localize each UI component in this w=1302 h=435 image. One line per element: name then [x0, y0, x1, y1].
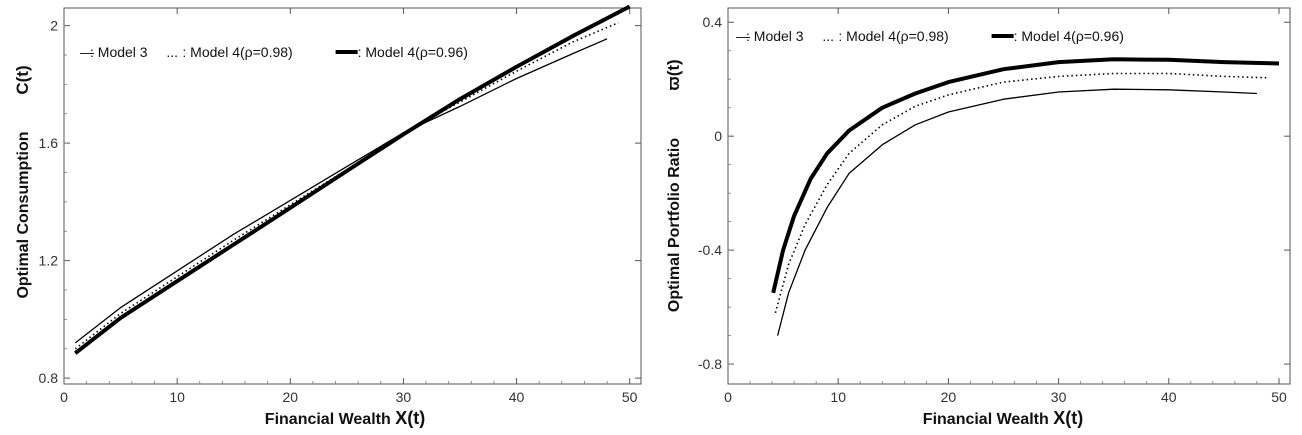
legend-label: : Model 3 [90, 44, 148, 60]
legend-marker-thin: — [80, 44, 94, 60]
legend-entry-thick: : Model 4(ρ=0.96) [991, 28, 1124, 44]
x-tick-label: 10 [830, 389, 846, 405]
y-tick-label: 0.4 [703, 14, 723, 30]
legend-label: : Model 4(ρ=0.98) [838, 28, 948, 44]
legend-entry-thick: : Model 4(ρ=0.96) [335, 44, 468, 60]
y-tick-label: 0.8 [39, 370, 59, 386]
consumption-chart: 0 10 20 30 40 50 0.8 1.2 1.6 2 —: Model 3... : Mode… [13, 4, 642, 428]
series-line-thin [74, 38, 608, 344]
y-tick-label: 1.6 [39, 135, 59, 151]
x-axis-symbol: X(t) [395, 408, 425, 428]
x-tick-label: 40 [509, 389, 525, 405]
series-line-thick [74, 4, 631, 355]
series-line-dotted [774, 72, 1269, 314]
x-tick-label: 10 [169, 389, 185, 405]
legend-entry-thin: —: Model 3 [736, 28, 804, 44]
x-tick-label: 30 [1051, 389, 1067, 405]
x-tick-label: 20 [282, 389, 298, 405]
y-tick-label: 0 [714, 128, 722, 144]
left-chart-panel: 0 10 20 30 40 50 0.8 1.2 1.6 2 —: Model 3... : Mode… [13, 4, 642, 428]
x-tick-label: 40 [1161, 389, 1177, 405]
y-axis-symbol: ϖ(t) [664, 59, 683, 90]
legend-label: : Model 4(ρ=0.96) [1014, 28, 1124, 44]
legend-marker-thin: — [736, 28, 750, 44]
legend-label: : Model 4(ρ=0.98) [182, 44, 292, 60]
legend-marker-dotted: ... [822, 28, 834, 44]
plot-frame [63, 7, 642, 385]
x-axis-symbol: X(t) [1053, 408, 1083, 428]
plot-frame [727, 7, 1291, 385]
legend-entry-thin: —: Model 3 [80, 44, 148, 60]
legend-entry-dotted: ... : Model 4(ρ=0.98) [822, 28, 948, 44]
y-axis-title: Optimal Portfolio Ratio [666, 138, 683, 312]
x-tick-label: 0 [724, 389, 732, 405]
legend-entry-dotted: ... : Model 4(ρ=0.98) [166, 44, 292, 60]
x-axis-title: Financial Wealth X(t) [923, 408, 1083, 428]
y-axis-title: Optimal Consumption [15, 131, 32, 298]
x-axis-title: Financial Wealth X(t) [265, 408, 425, 428]
portfolio-ratio-chart: 0 10 20 30 40 50 -0.8 -0.4 0 0.4 —: Model 3... : Mo… [664, 7, 1291, 428]
y-tick-label: -0.4 [698, 242, 722, 258]
x-tick-label: 0 [60, 389, 68, 405]
x-tick-label: 50 [622, 389, 638, 405]
right-chart-panel: 0 10 20 30 40 50 -0.8 -0.4 0 0.4 —: Model 3... : Mo… [651, 0, 1302, 435]
legend-marker-dotted: ... [166, 44, 178, 60]
y-tick-label: -0.8 [698, 356, 722, 372]
x-tick-label: 20 [941, 389, 957, 405]
x-tick-label: 30 [396, 389, 412, 405]
legend-label: : Model 4(ρ=0.96) [358, 44, 468, 60]
legend-label: : Model 3 [746, 28, 804, 44]
y-axis-symbol: C(t) [13, 65, 32, 94]
y-tick-label: 1.2 [39, 253, 59, 269]
series-line-dotted [74, 21, 619, 350]
series-line-thin [776, 88, 1257, 336]
series-line-thick [771, 57, 1280, 294]
y-tick-label: 2 [50, 18, 58, 34]
x-tick-label: 50 [1271, 389, 1287, 405]
